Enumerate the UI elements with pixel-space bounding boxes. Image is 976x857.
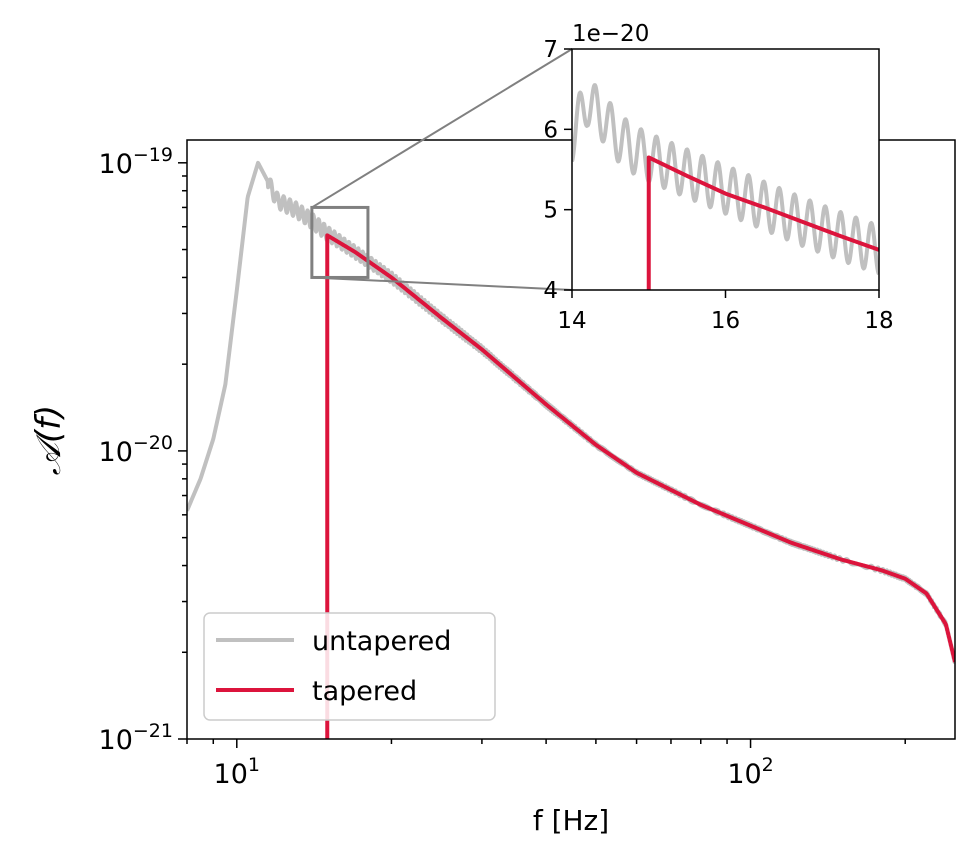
x-axis-label: f [Hz] [533,804,609,837]
zoom-indicator [310,48,573,291]
zoom-connector-bottom [311,276,573,291]
inset-y-tick-label: 7 [543,37,558,63]
legend: untapered tapered [203,612,496,721]
zoom-box [310,205,370,279]
inset-y-tick-label: 6 [543,117,558,143]
main-x-ticks: 101 102 [186,739,906,790]
inset-series-untapered-line [572,83,879,276]
y-tick-label: 10−20 [99,432,173,468]
main-axes: 101 102 10−21 10−20 10−19 f [Hz] 𝒜(f) untap… [29,139,956,837]
series-tapered-line [325,233,955,739]
inset-x-tick-label: 18 [864,308,893,334]
inset-plot-area [572,83,879,290]
inset-y-tick-label: 4 [543,278,558,304]
inset-axes: 14 16 18 4 5 6 7 1e−20 [543,21,893,334]
legend-label-untapered: untapered [312,626,451,657]
main-plot-area [187,160,955,739]
inset-series-tapered-line [646,155,879,290]
y-tick-label: 10−19 [99,144,173,180]
main-axes-frame [186,139,956,740]
zoom-connector-top [311,48,573,209]
inset-y-tick-label: 5 [543,198,558,224]
legend-label-tapered: tapered [312,676,417,707]
y-tick-label: 10−21 [99,720,173,756]
x-tick-label: 101 [214,754,260,790]
y-axis-label: 𝒜(f) [29,405,69,476]
inset-x-tick-label: 14 [557,308,586,334]
inset-x-ticks: 14 16 18 [557,290,894,334]
inset-offset-label: 1e−20 [572,21,649,47]
inset-y-ticks: 4 5 6 7 [543,37,572,304]
inset-x-tick-label: 16 [711,308,740,334]
main-y-ticks: 10−21 10−20 10−19 [99,144,187,756]
x-tick-label: 102 [727,754,773,790]
inset-background [572,49,879,290]
